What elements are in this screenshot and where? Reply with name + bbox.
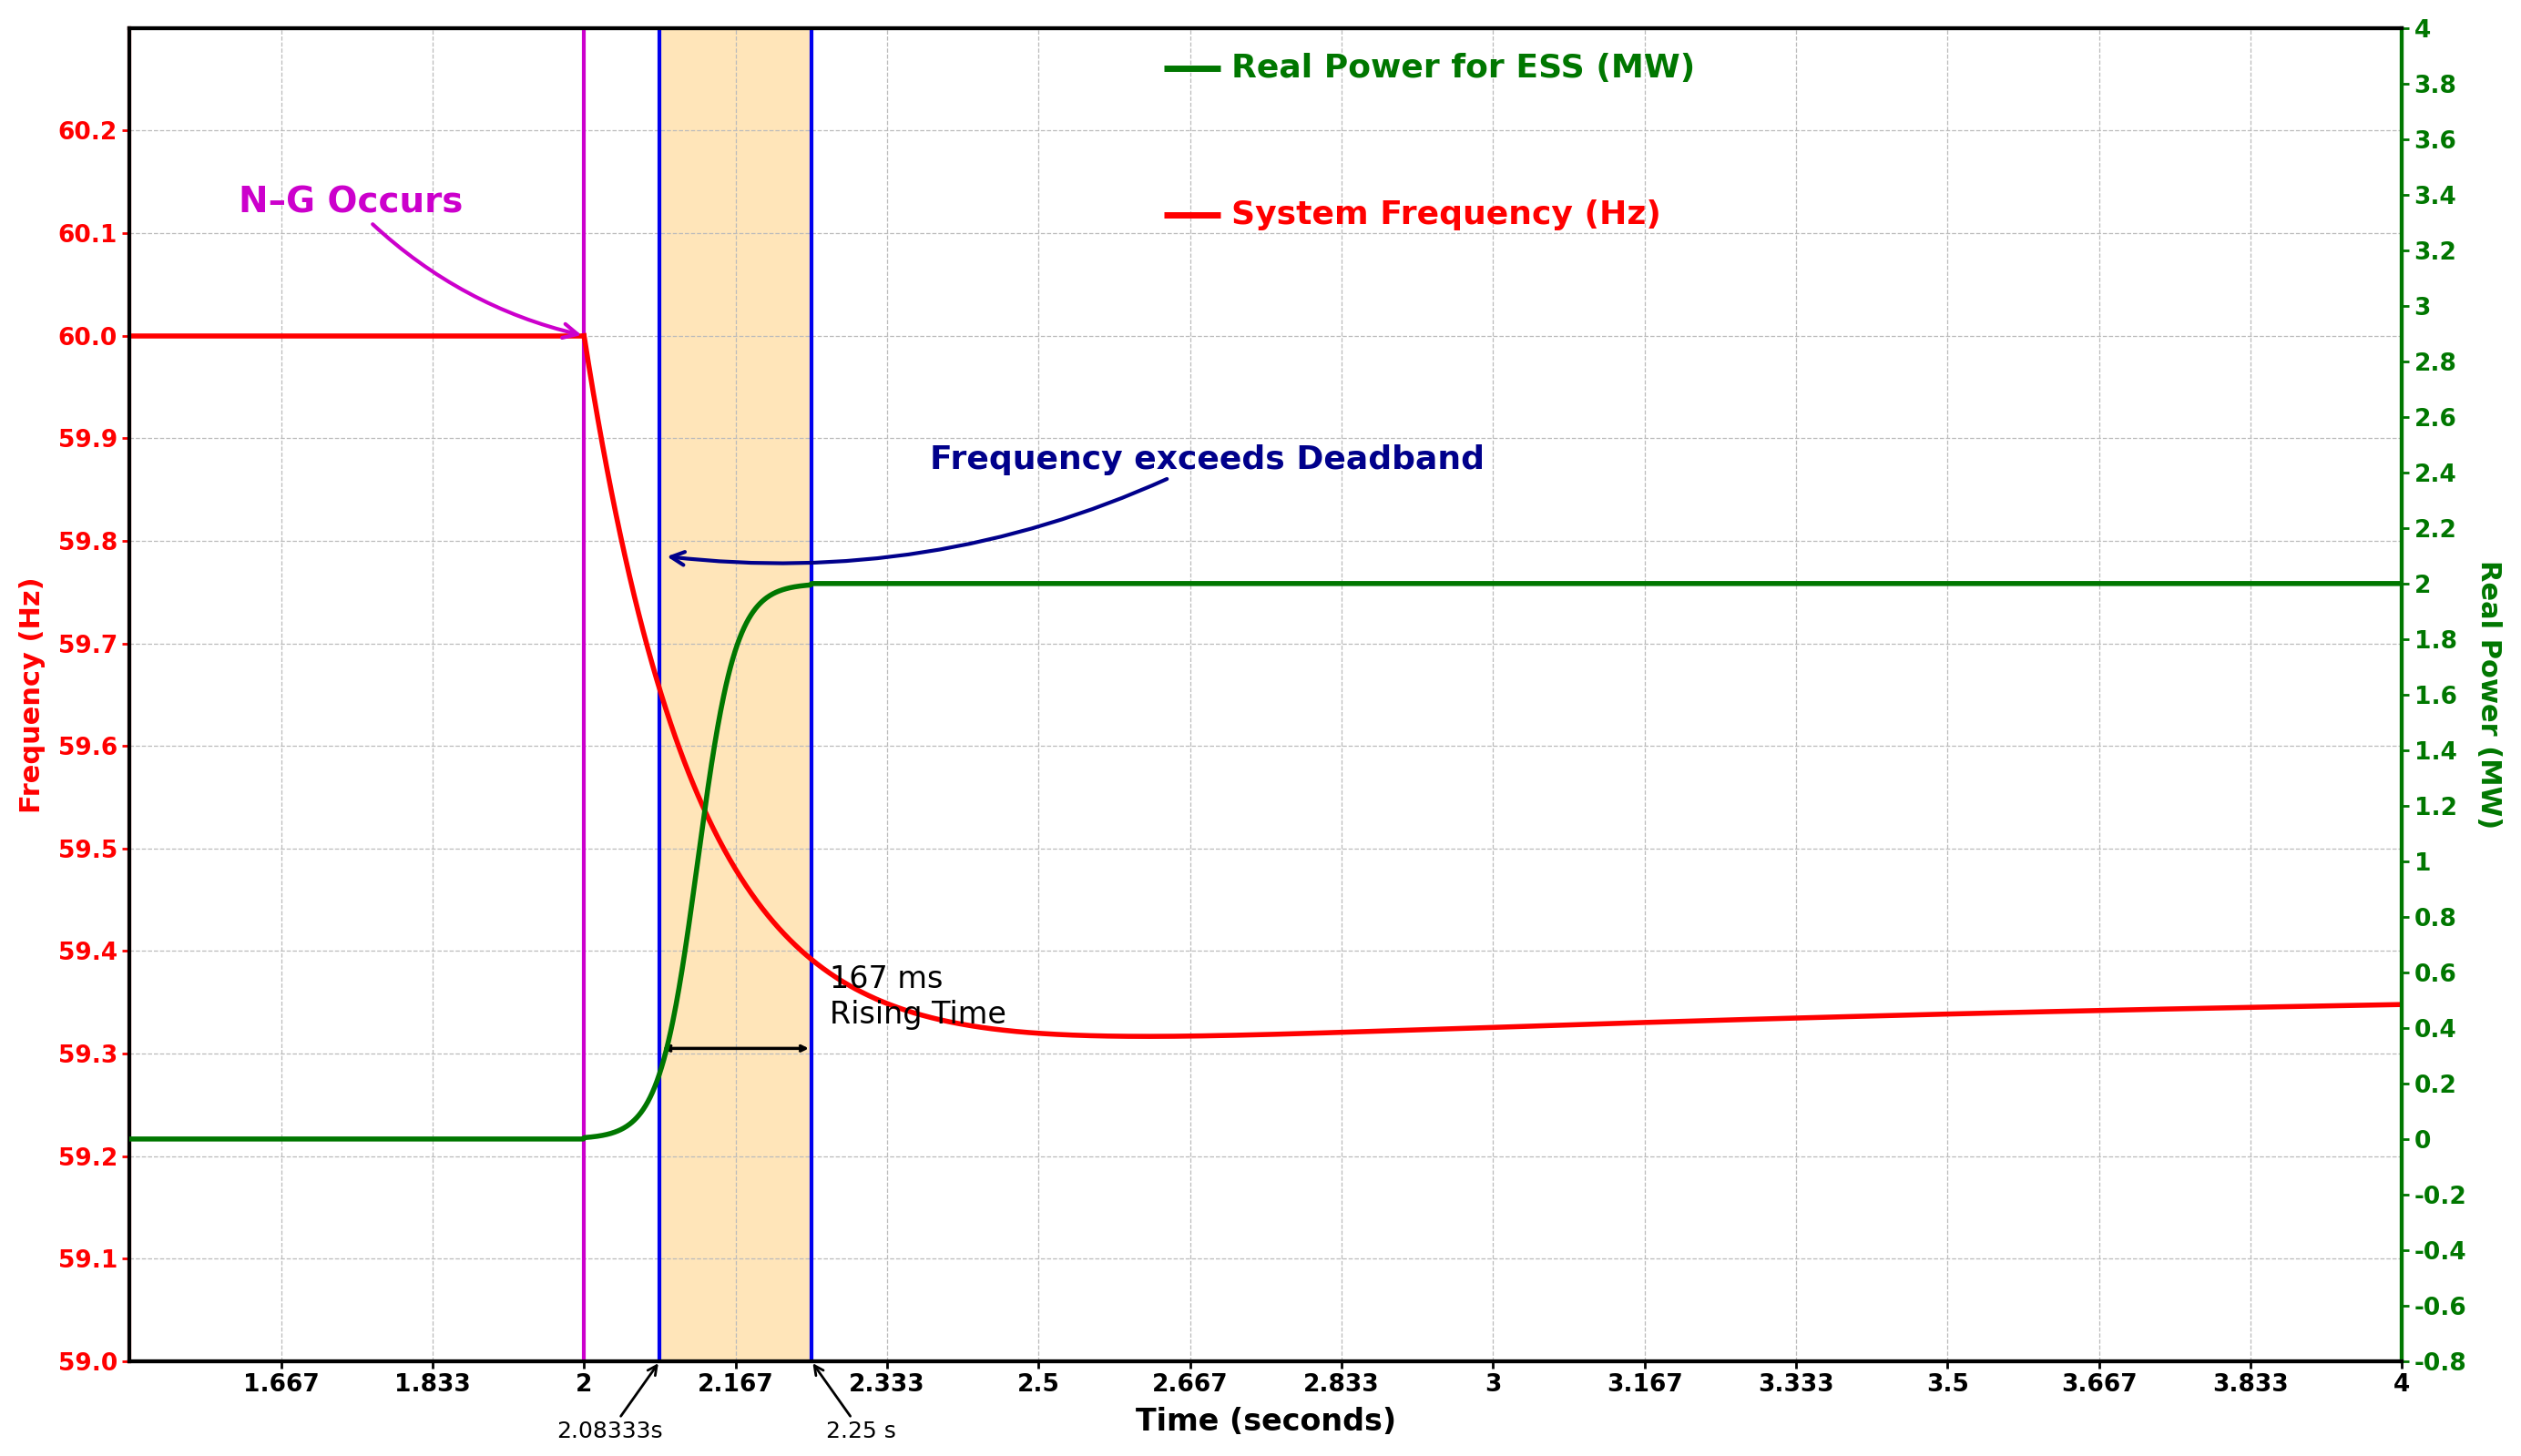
Text: 167 ms
Rising Time: 167 ms Rising Time [829,965,1006,1029]
Text: 2.08333s: 2.08333s [557,1366,663,1443]
Y-axis label: Frequency (Hz): Frequency (Hz) [20,577,45,812]
Y-axis label: Real Power (MW): Real Power (MW) [2476,561,2501,828]
Text: N–G Occurs: N–G Occurs [239,185,577,338]
Text: System Frequency (Hz): System Frequency (Hz) [1233,199,1661,230]
Text: Frequency exceeds Deadband: Frequency exceeds Deadband [671,444,1485,565]
Bar [661,28,812,1361]
X-axis label: Time (seconds): Time (seconds) [1134,1406,1397,1437]
Text: 2.25 s: 2.25 s [814,1366,897,1443]
Text: Real Power for ESS (MW): Real Power for ESS (MW) [1233,52,1697,83]
